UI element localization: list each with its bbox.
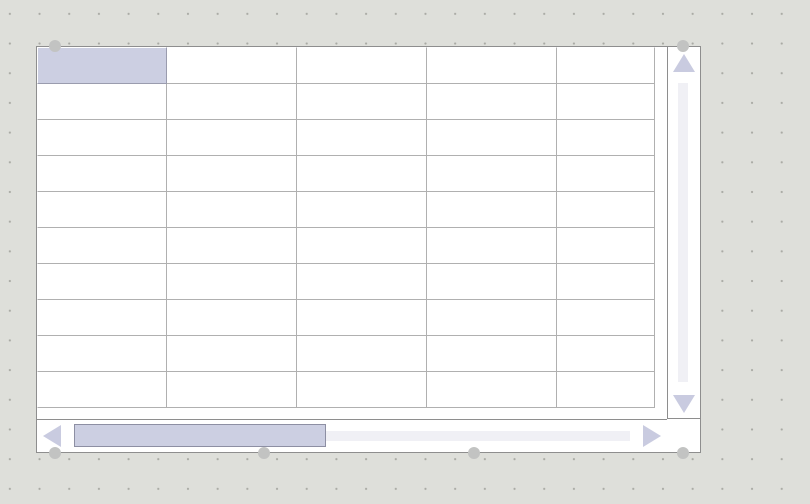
grid-cell[interactable] (37, 300, 167, 336)
grid-cell[interactable] (167, 192, 297, 228)
grid-cell[interactable] (37, 192, 167, 228)
grid-cell[interactable] (427, 372, 557, 408)
grid-cell[interactable] (37, 120, 167, 156)
grid-cell[interactable] (297, 47, 427, 84)
grid-cell[interactable] (37, 264, 167, 300)
grid-cell[interactable] (427, 120, 557, 156)
grid-cell[interactable] (297, 228, 427, 264)
grid-cell[interactable] (37, 84, 167, 120)
horizontal-scroll-thumb[interactable] (74, 424, 326, 447)
grid-cell[interactable] (557, 192, 655, 228)
table-row (37, 228, 655, 264)
grid-cell[interactable] (167, 300, 297, 336)
table-row (37, 336, 655, 372)
grid-cell[interactable] (167, 84, 297, 120)
grid-cell[interactable] (427, 264, 557, 300)
table-row (37, 47, 655, 84)
grid-cell[interactable] (167, 336, 297, 372)
resize-handle-bottom-right[interactable] (677, 447, 689, 459)
triangle-down-icon[interactable] (673, 395, 695, 413)
grid-cell[interactable] (427, 84, 557, 120)
grid-cell[interactable] (557, 228, 655, 264)
grid-cell[interactable] (427, 336, 557, 372)
grid-cell[interactable] (557, 336, 655, 372)
resize-handle-bottom-mid-left[interactable] (258, 447, 270, 459)
data-grid (37, 47, 655, 408)
grid-cell[interactable] (37, 228, 167, 264)
grid-cell[interactable] (557, 300, 655, 336)
resize-handle-top-right[interactable] (677, 40, 689, 52)
grid-cell[interactable] (557, 372, 655, 408)
grid-cell[interactable] (557, 120, 655, 156)
grid-cell[interactable] (427, 156, 557, 192)
table-row (37, 192, 655, 228)
grid-cell[interactable] (427, 192, 557, 228)
triangle-left-icon[interactable] (43, 425, 61, 447)
scrollbar-corner (667, 419, 700, 452)
grid-cell[interactable] (557, 47, 655, 84)
grid-cell[interactable] (297, 84, 427, 120)
grid-cell[interactable] (297, 120, 427, 156)
grid-cell[interactable] (167, 47, 297, 84)
table-row (37, 84, 655, 120)
grid-cell[interactable] (297, 264, 427, 300)
triangle-up-icon[interactable] (673, 54, 695, 72)
resize-handle-bottom-mid-right[interactable] (468, 447, 480, 459)
horizontal-scrollbar[interactable] (37, 419, 667, 452)
grid-cell[interactable] (37, 372, 167, 408)
grid-cell[interactable] (167, 372, 297, 408)
grid-cell[interactable] (297, 372, 427, 408)
grid-cell[interactable] (557, 156, 655, 192)
grid-cell[interactable] (557, 84, 655, 120)
grid-cell[interactable] (167, 228, 297, 264)
table-row (37, 264, 655, 300)
grid-cell-selected[interactable] (37, 47, 167, 84)
grid-cell[interactable] (297, 156, 427, 192)
table-row (37, 156, 655, 192)
table-row (37, 372, 655, 408)
grid-cell[interactable] (37, 156, 167, 192)
grid-cell[interactable] (167, 156, 297, 192)
grid-cell[interactable] (167, 120, 297, 156)
horizontal-scroll-track[interactable] (74, 424, 630, 447)
grid-cell[interactable] (427, 47, 557, 84)
grid-cell[interactable] (427, 228, 557, 264)
grid-cell[interactable] (297, 300, 427, 336)
grid-cell[interactable] (297, 192, 427, 228)
triangle-right-icon[interactable] (643, 425, 661, 447)
vertical-scroll-track[interactable] (678, 83, 688, 382)
table-row (37, 120, 655, 156)
grid-cell[interactable] (427, 300, 557, 336)
resize-handle-top-left[interactable] (49, 40, 61, 52)
table-row (37, 300, 655, 336)
grid-cell[interactable] (37, 336, 167, 372)
grid-cell[interactable] (297, 336, 427, 372)
data-grid-widget (36, 46, 701, 453)
grid-viewport (37, 47, 667, 419)
resize-handle-bottom-left[interactable] (49, 447, 61, 459)
vertical-scrollbar[interactable] (667, 47, 700, 419)
grid-cell[interactable] (167, 264, 297, 300)
grid-cell[interactable] (557, 264, 655, 300)
